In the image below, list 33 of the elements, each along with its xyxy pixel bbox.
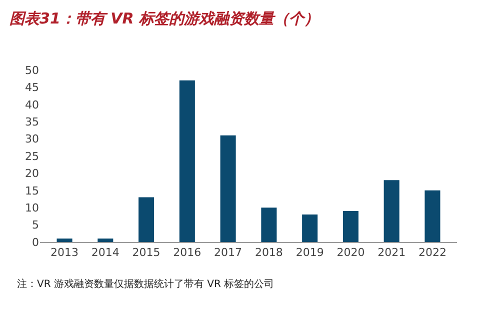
x-tick-label: 2019 — [296, 246, 324, 260]
bar — [342, 211, 358, 242]
x-tick-label: 2020 — [336, 246, 365, 260]
bar — [98, 238, 114, 242]
x-tick-label: 2016 — [173, 246, 202, 260]
x-tick-label: 2013 — [50, 246, 79, 260]
x-tick-label: 2015 — [132, 246, 160, 260]
x-tick-label: 2022 — [418, 246, 446, 260]
bar — [261, 208, 277, 242]
y-tick-label: 40 — [25, 98, 39, 112]
x-tick-label: 2017 — [214, 246, 242, 260]
chart-title: 图表31：带有 VR 标签的游戏融资数量（个） — [10, 10, 320, 28]
y-tick-label: 20 — [25, 167, 39, 180]
y-tick-label: 30 — [25, 132, 39, 146]
y-tick-label: 5 — [32, 218, 39, 232]
y-tick-label: 25 — [25, 150, 39, 163]
bar — [302, 214, 318, 242]
bar — [220, 135, 236, 242]
y-tick-label: 50 — [25, 64, 39, 77]
bar — [384, 180, 400, 242]
bar — [56, 238, 72, 242]
bar — [424, 190, 440, 242]
y-tick-label: 45 — [25, 81, 39, 94]
text: 注：VR 游戏融资数量仅据数据统计了带有 VR 标签的公司 — [17, 278, 274, 290]
y-tick-label: 10 — [25, 201, 39, 214]
bar — [138, 197, 154, 242]
bar — [179, 80, 195, 242]
y-tick-label: 0 — [32, 236, 39, 249]
x-tick-label: 2021 — [378, 246, 406, 260]
x-tick-label: 2014 — [91, 246, 120, 260]
y-tick-label: 35 — [25, 115, 39, 128]
x-tick-label: 2018 — [254, 246, 283, 260]
y-tick-label: 15 — [25, 184, 39, 198]
